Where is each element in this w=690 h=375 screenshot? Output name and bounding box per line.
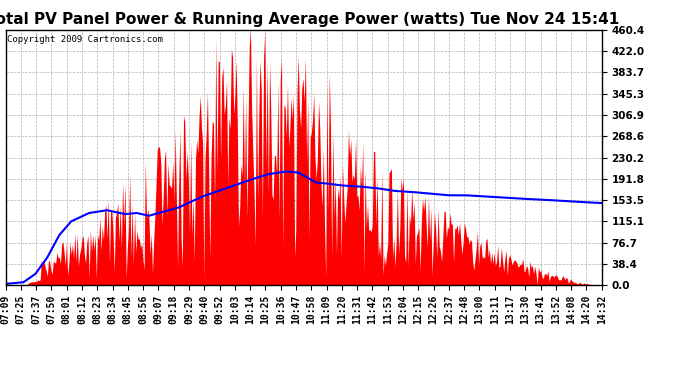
Text: Copyright 2009 Cartronics.com: Copyright 2009 Cartronics.com [7,35,163,44]
Title: Total PV Panel Power & Running Average Power (watts) Tue Nov 24 15:41: Total PV Panel Power & Running Average P… [0,12,620,27]
